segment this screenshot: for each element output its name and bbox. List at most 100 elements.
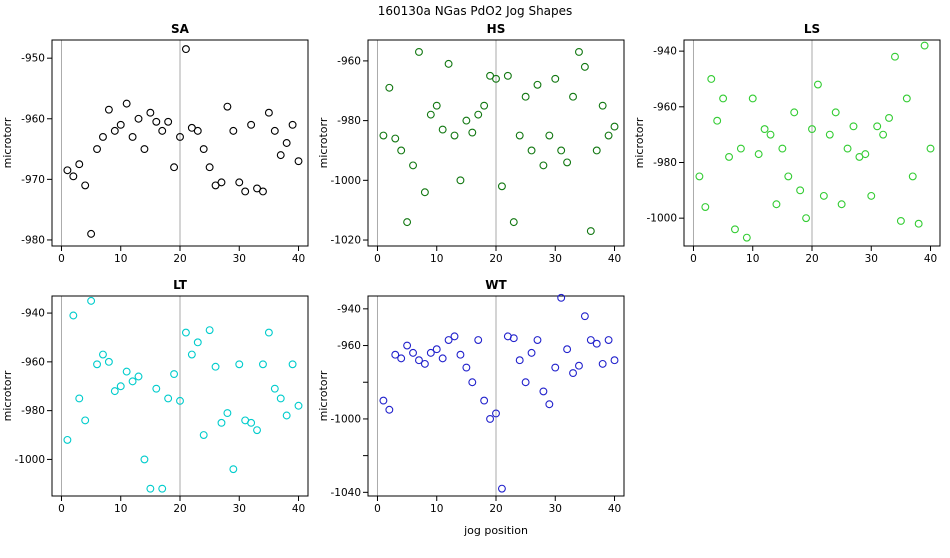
x-tick-label: 10 [430,253,443,265]
data-point [725,152,733,161]
data-point [539,387,548,396]
x-tick-label: 0 [58,503,65,515]
data-point [736,144,745,153]
data-point [164,394,173,403]
data-point [134,372,143,381]
data-point [128,377,137,386]
data-point [492,74,500,83]
y-tick-label: -960 [337,55,361,67]
data-point [264,108,273,117]
data-point [701,203,710,211]
panel-title: LT [173,278,188,292]
data-point [93,360,101,369]
data-point [831,108,840,117]
data-point [259,360,267,369]
y-tick-label: -1020 [330,235,361,247]
x-tick-label: 10 [430,503,443,515]
y-tick-label: -1000 [330,413,361,425]
data-point [456,176,465,185]
data-point [69,172,78,181]
data-point [199,145,208,154]
data-point [205,163,214,172]
data-point [586,336,595,344]
data-point [87,229,96,238]
data-point [253,426,261,435]
data-point [557,293,566,302]
panel-cell-ls: LS microtorr -940 -960 -980 -1000 0 10 20 30 40 [632,22,948,278]
data-point [926,144,935,153]
data-point [539,161,548,170]
data-point [426,348,435,357]
data-point [592,146,601,155]
data-point [575,361,583,370]
data-point [509,334,518,343]
data-point [521,92,530,101]
panel-hs: HS microtorr -960 -980 -1000 -1020 0 10 20 30 40 [317,22,625,265]
data-point [908,172,917,181]
data-point [270,384,279,393]
panel-title: WT [485,278,507,292]
data-point [843,144,852,153]
y-tick-label: -960 [653,101,677,113]
data-point [81,181,90,190]
data-point [104,357,113,366]
data-point [247,418,256,427]
data-point [456,350,465,359]
y-axis-label: microtorr [1,117,14,168]
figure-title: 160130a NGas PdO2 Jog Shapes [377,4,573,18]
data-point [545,131,554,140]
data-point [474,336,483,344]
data-point [604,131,613,140]
panel-wt: WT microtorr -940 -960 -1000 -1040 0 10 20 30 40 jo… [317,278,625,537]
x-tick-label: 30 [233,253,246,265]
x-tick-label: 40 [608,253,621,265]
x-tick-label: 20 [489,503,502,515]
x-tick-label: 0 [58,253,65,265]
data-point [551,363,560,372]
data-point [563,345,572,354]
data-point [403,218,412,227]
data-point [99,350,107,359]
data-point [551,74,560,83]
data-point [270,126,279,135]
data-point [598,101,607,110]
data-point [766,130,775,139]
panel-cell-lt: LT microtorr -940 -960 -980 -1000 0 10 20 30 40 [0,278,316,558]
data-point [468,128,477,137]
y-axis-label: microtorr [317,370,330,421]
data-point [93,145,101,154]
data-point [902,94,911,103]
y-tick-label: -940 [21,308,45,320]
y-tick-label: -980 [653,157,677,169]
data-point [748,94,757,103]
data-point [152,117,161,126]
x-tick-label: 10 [114,503,127,515]
x-tick-label: 20 [173,503,186,515]
data-point [462,363,471,372]
data-point [754,150,763,159]
panel-title: SA [171,22,190,36]
panel-cell-hs: HS microtorr -960 -980 -1000 -1020 0 10 20 30 40 [316,22,632,278]
y-tick-label: -1040 [330,487,361,499]
x-tick-label: 40 [924,253,937,265]
data-point [116,382,125,391]
data-point [397,146,406,155]
data-point [586,227,595,236]
data-point [849,122,858,131]
x-tick-label: 30 [549,503,562,515]
data-point [146,484,155,493]
data-point [241,187,250,196]
y-tick-label: -1000 [646,213,677,225]
data-point [110,387,119,396]
data-point [580,62,589,71]
data-point [468,378,477,387]
data-point [110,126,119,135]
data-point [385,405,394,414]
y-tick-label: -980 [337,115,361,127]
data-point [164,117,173,126]
x-tick-label: 30 [233,503,246,515]
x-tick-label: 30 [549,253,562,265]
x-tick-label: 30 [865,253,878,265]
data-point [288,360,297,369]
